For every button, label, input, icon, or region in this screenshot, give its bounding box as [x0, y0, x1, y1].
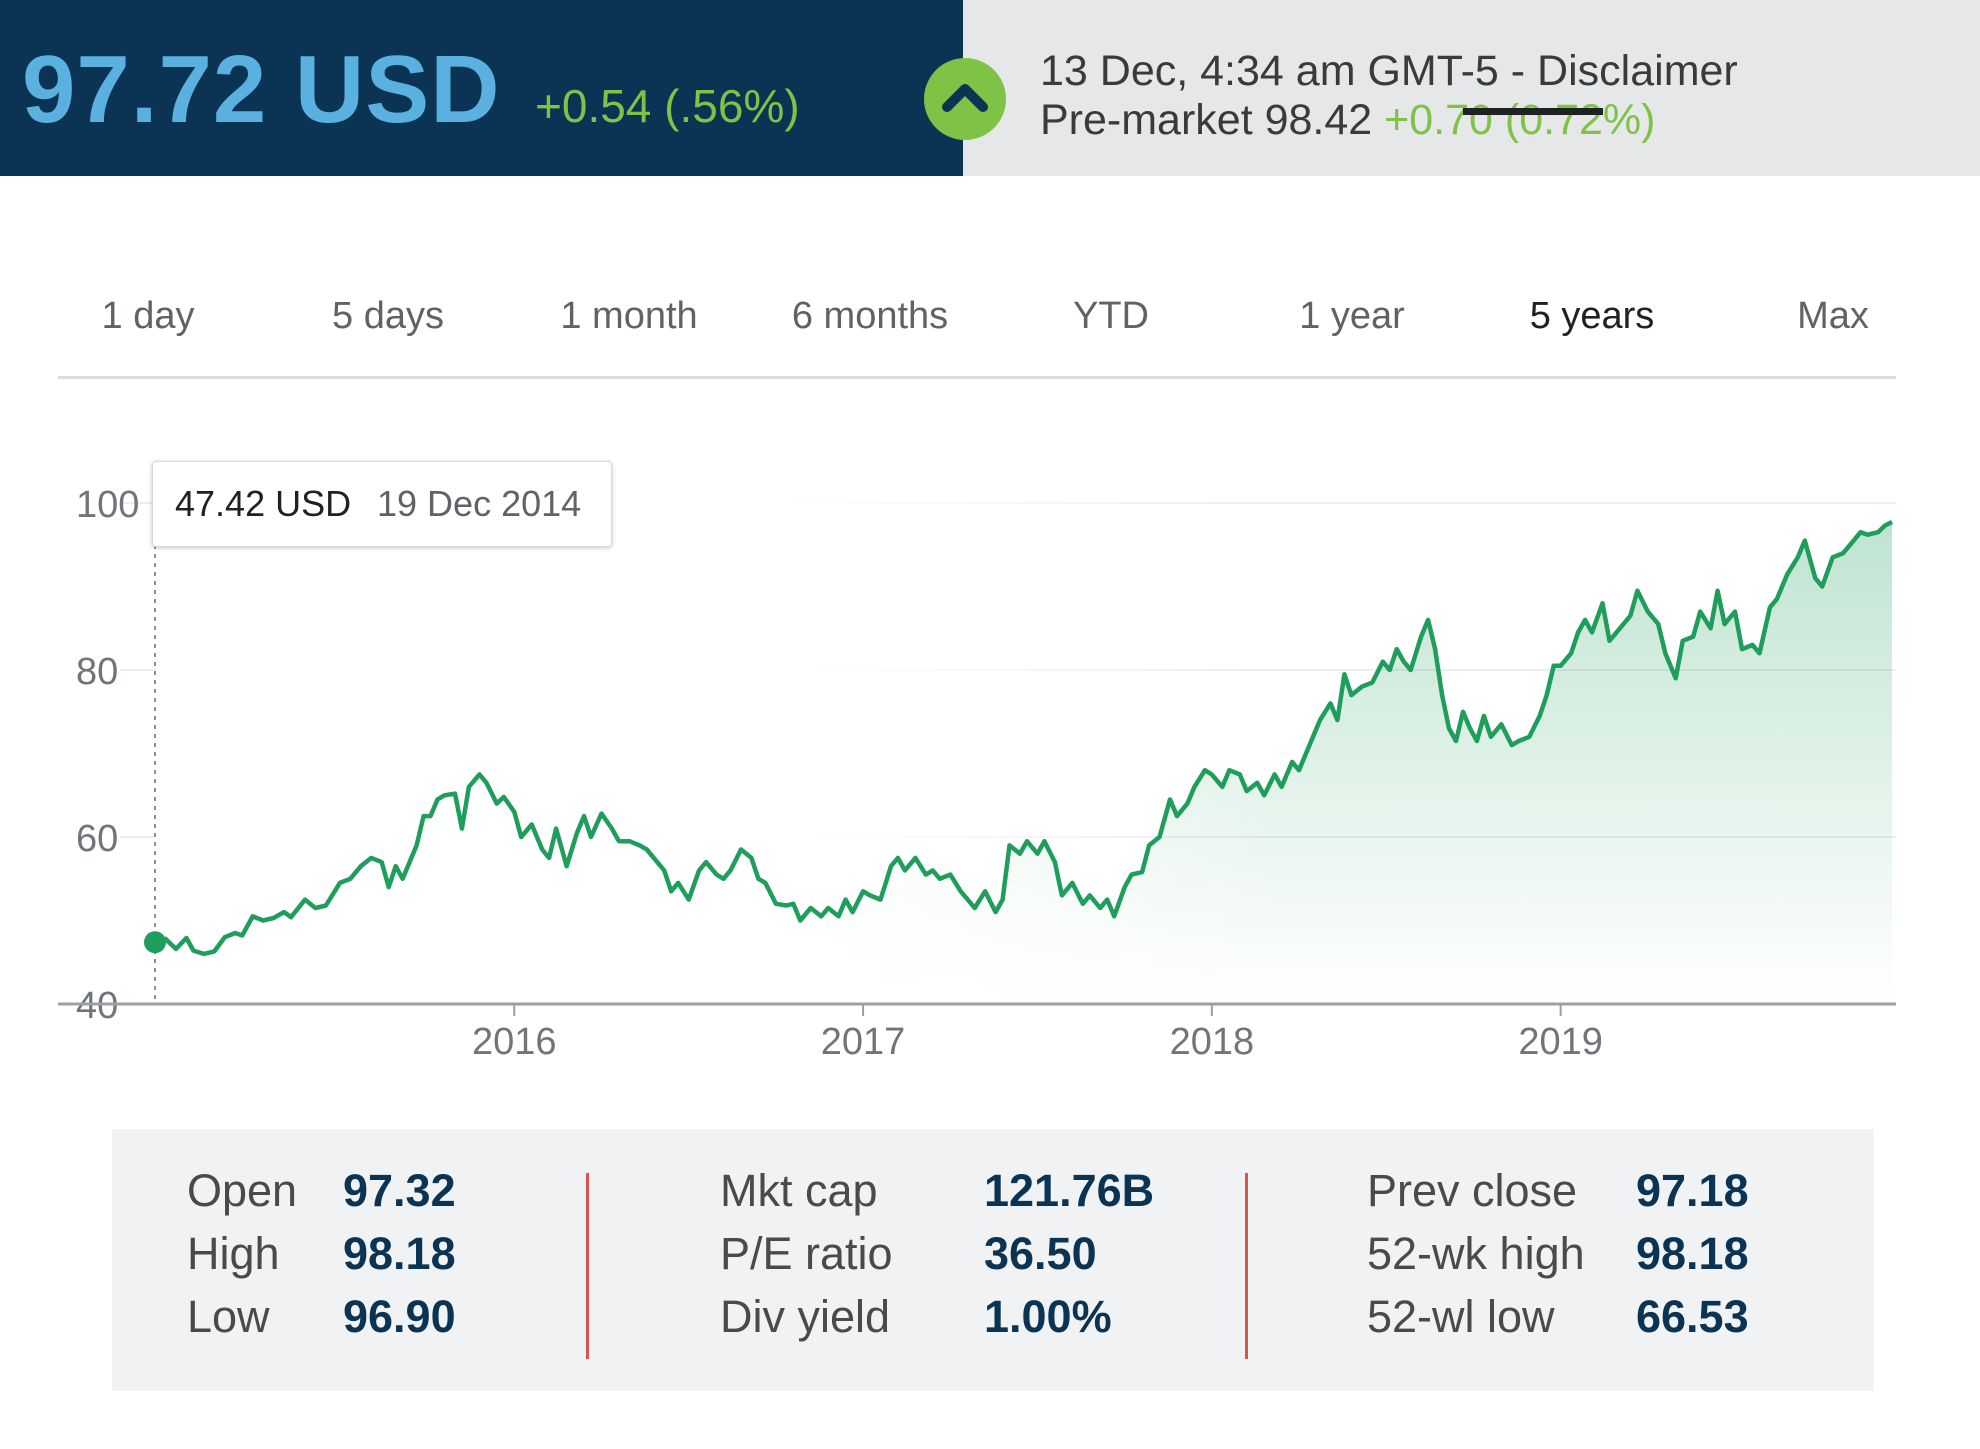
current-price: 97.72 USD — [22, 36, 501, 143]
stat-value-52wk-high: 98.18 — [1636, 1228, 1749, 1279]
stat-value-open: 97.32 — [343, 1165, 456, 1216]
stat-value-high: 98.18 — [343, 1228, 456, 1279]
key-stats-panel: Open 97.32 High 98.18 Low 96.90 Mkt cap … — [112, 1129, 1874, 1391]
stat-value-div-yield: 1.00% — [984, 1291, 1112, 1342]
x-tick-label: 2018 — [1170, 1021, 1255, 1063]
quote-timestamp: 13 Dec, 4:34 am GMT-5 - Disclaimer — [1040, 47, 1738, 95]
premarket-info: Pre-market 98.42 +0.70 (0.72%) — [1040, 93, 1655, 147]
stat-label-div-yield: Div yield — [720, 1291, 891, 1342]
hover-point-marker — [144, 931, 166, 954]
chart-tooltip: 47.42 USD 19 Dec 2014 — [152, 461, 612, 547]
y-tick-label: 80 — [76, 651, 118, 693]
stat-value-prev-close: 97.18 — [1636, 1165, 1749, 1216]
active-tab-indicator — [1463, 108, 1603, 115]
tooltip-date: 19 Dec 2014 — [377, 483, 582, 524]
stat-value-52wk-low: 66.53 — [1636, 1291, 1749, 1342]
x-tick-label: 2019 — [1518, 1021, 1603, 1063]
tab-ytd[interactable]: YTD — [1073, 295, 1149, 337]
stat-label-52wk-low: 52-wl low — [1367, 1291, 1555, 1342]
stat-label-mkt-cap: Mkt cap — [720, 1165, 878, 1216]
stat-label-prev-close: Prev close — [1367, 1165, 1578, 1216]
market-info-panel — [963, 0, 1980, 176]
area-fade-mask — [155, 473, 1282, 1004]
price-chart[interactable]: 40 60 80 100 2016 2017 2018 2019 — [0, 400, 1980, 1100]
stat-value-mkt-cap: 121.76B — [984, 1165, 1155, 1216]
stat-label-low: Low — [187, 1291, 270, 1342]
premarket-price: Pre-market 98.42 — [1040, 96, 1373, 144]
price-panel: 97.72 USD +0.54 (.56%) — [0, 0, 963, 176]
stat-label-52wk-high: 52-wk high — [1367, 1228, 1585, 1279]
tab-1-month[interactable]: 1 month — [560, 295, 698, 337]
time-range-tabs: 1 day 5 days 1 month 6 months YTD 1 year… — [58, 270, 1896, 382]
stat-value-pe-ratio: 36.50 — [984, 1228, 1097, 1279]
chevron-up-icon — [924, 58, 1006, 140]
tooltip-value: 47.42 USD — [175, 483, 352, 524]
price-series-line — [154, 519, 1894, 957]
stats-divider — [1245, 1173, 1248, 1359]
quote-header: 97.72 USD +0.54 (.56%) 13 Dec, 4:34 am G… — [0, 0, 1980, 176]
stats-divider — [586, 1173, 589, 1359]
tab-max[interactable]: Max — [1797, 295, 1869, 337]
y-tick-label: 100 — [76, 484, 139, 526]
tab-1-day[interactable]: 1 day — [101, 295, 195, 337]
price-change: +0.54 (.56%) — [535, 80, 800, 132]
y-tick-label: 60 — [76, 818, 118, 860]
premarket-change: +0.70 (0.72%) — [1384, 96, 1656, 144]
stat-label-open: Open — [187, 1165, 298, 1216]
x-tick-label: 2016 — [472, 1021, 557, 1063]
tab-1-year[interactable]: 1 year — [1299, 295, 1405, 337]
stat-label-high: High — [187, 1228, 280, 1279]
tab-6-months[interactable]: 6 months — [791, 295, 949, 337]
tab-5-days[interactable]: 5 days — [332, 295, 444, 337]
x-tick-label: 2017 — [821, 1021, 906, 1063]
tabs-divider — [58, 376, 1896, 379]
y-tick-label: 40 — [76, 985, 118, 1027]
tab-5-years[interactable]: 5 years — [1529, 295, 1655, 337]
stat-label-pe-ratio: P/E ratio — [720, 1228, 893, 1279]
stat-value-low: 96.90 — [343, 1291, 456, 1342]
